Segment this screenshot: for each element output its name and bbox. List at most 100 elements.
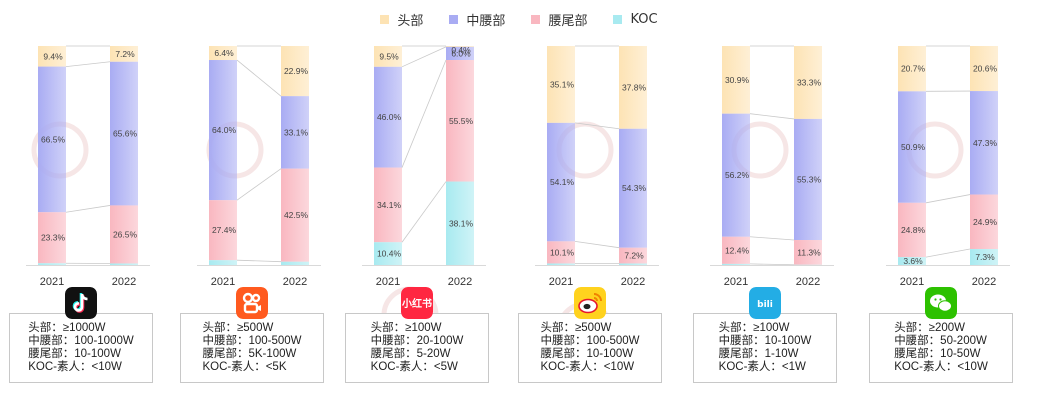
tier-definition-line: 中腰部：100-500W [202,335,302,347]
bar-segment [619,46,647,129]
connector-line [925,194,971,204]
data-label: 54.1% [550,177,575,187]
tier-definition-line: 头部：≥1000W [28,322,106,334]
bilibili-icon: bili [749,287,781,319]
data-label: 9.5% [379,51,399,61]
data-label: 50.9% [901,142,926,152]
data-label: 54.3% [622,183,647,193]
bar-segment [722,263,750,265]
x-tick-label: 2022 [972,276,996,288]
x-tick-label: 2022 [112,276,136,288]
bar-segment [374,66,402,168]
legend-label: 腰尾部 [548,14,588,29]
tier-definition-line: 中腰部：10-100W [718,335,812,347]
bar-segment [281,168,309,262]
data-label: 6.0% [451,48,471,58]
tier-definition-line: KOC-素人：<10W [540,361,635,373]
tier-definition-line: 头部：≥500W [202,322,274,334]
data-label: 38.1% [449,218,474,228]
data-label: 7.2% [624,251,644,261]
x-tick-label: 2021 [724,276,748,288]
legend-swatch [380,15,390,24]
data-label: 37.8% [622,82,647,92]
bar-segment [898,46,926,92]
tier-definition-box: 头部：≥500W 中腰部：100-500W 腰尾部：10-100W KOC-素人：<1… [518,313,662,383]
bar-segment [619,247,647,264]
connector-line [236,168,282,201]
bar-segment [446,46,474,47]
x-tick-label: 2022 [796,276,820,288]
bar-segment [446,181,474,265]
legend-label: KOC [630,12,658,27]
tier-definition-line: 中腰部：100-1000W [28,335,134,347]
data-label: 65.6% [113,129,138,139]
bar-segment [374,46,402,67]
x-tick-label: 2022 [448,276,472,288]
bar-segment [547,263,575,265]
bar-segment [374,167,402,243]
bar-segment [38,46,66,67]
data-label: 0.4% [451,45,471,55]
x-tick-label: 2021 [211,276,235,288]
bar-segment [110,263,138,265]
bar-segment [794,240,822,265]
bar-segment [970,249,998,265]
kuaishou-icon [236,287,268,319]
platform-chart: 9.5% 46.0% 34.1% 10.4% 2021 0.4%6.0% 55.5% 38.1… [362,45,486,288]
bar-segment [970,194,998,250]
bar-segment [281,96,309,169]
bar-segment [794,46,822,119]
bar-segment [38,66,66,213]
data-label: 9.4% [43,51,63,61]
bar-segment [547,122,575,242]
connector-line [401,181,447,243]
data-label: 55.3% [797,175,822,185]
tier-definition-box: 头部：≥200W 中腰部：50-200W 腰尾部：10-50W KOC-素人：<10W [869,313,1013,383]
svg-text:bili: bili [757,300,773,310]
tier-definition-line: 头部：≥200W [894,322,966,334]
tier-definition-line: 腰尾部：5-20W [370,348,451,360]
tier-definition-line: 腰尾部：10-100W [28,348,121,360]
connector-line [65,61,111,67]
data-label: 24.9% [973,217,998,227]
connector-line [574,240,620,249]
bar-segment [209,200,237,261]
bar-segment [898,202,926,258]
legend-item: 中腰部 [449,10,505,29]
tier-definition-line: 中腰部：100-500W [540,335,640,347]
bar-segment [209,260,237,265]
data-label: 35.1% [550,79,575,89]
weibo-icon [574,287,606,319]
data-label: 12.4% [725,245,750,255]
bar-segment [446,60,474,182]
platform-chart: 30.9% 56.2% 12.4% 2021 33.3% 55.3% 11.3% 2022 [710,45,834,288]
data-label: 56.2% [725,170,750,180]
data-label: 11.3% [797,247,821,257]
bar-segment [110,61,138,206]
tier-definition-line: 头部：≥500W [540,322,612,334]
data-label: 6.4% [214,48,234,58]
connector-line [749,113,795,120]
bar-segment [547,46,575,123]
connector-line [749,263,795,266]
bar-segment [281,46,309,97]
x-tick-label: 2021 [376,276,400,288]
tier-definition-line: 头部：≥100W [718,322,790,334]
legend-swatch [613,15,623,24]
data-label: 66.5% [41,134,66,144]
bar-segment [209,60,237,201]
data-label: 20.6% [973,64,998,74]
bar-segment [547,241,575,264]
tier-definition-line: KOC-素人：<10W [894,361,988,373]
bar-segment [970,46,998,92]
bar-segment [281,261,309,265]
x-tick-label: 2021 [40,276,64,288]
douyin-icon [65,287,97,319]
connector-line [925,248,971,258]
platform-chart: 6.4% 64.0% 27.4% 2021 22.9% 33.1% 42.5% 2022 [197,45,321,288]
tier-definition-line: 中腰部：20-100W [370,335,464,347]
connector-line [236,259,282,263]
bar-segment [110,46,138,62]
connector-line [749,236,795,241]
